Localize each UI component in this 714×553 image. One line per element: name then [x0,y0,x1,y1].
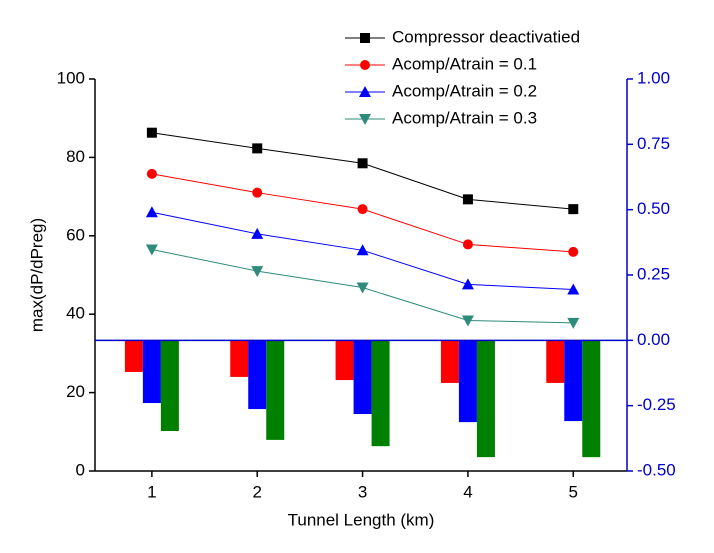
bar [371,340,390,447]
bar [124,340,143,372]
y2-tick-label: 0.75 [637,134,670,153]
bar [458,340,477,423]
marker [357,204,368,215]
marker [252,187,263,198]
bar [546,340,565,383]
y-tick-label: 80 [66,147,85,166]
marker [461,315,474,327]
x-tick-label: 4 [463,482,472,501]
y2-tick-label: 0.25 [637,264,670,283]
marker [461,278,474,290]
bar [160,340,179,432]
legend-label: Compressor deactivatied [392,27,580,46]
marker [568,246,579,257]
y2-tick-label: 0.50 [637,199,670,218]
bar [564,340,583,422]
marker [145,244,158,256]
marker [567,283,580,295]
y2-tick-label: 1.00 [637,68,670,87]
y-tick-label: 20 [66,382,85,401]
marker [567,317,580,329]
marker [568,204,579,215]
y-tick-label: 0 [76,460,85,479]
legend-marker [359,114,371,125]
legend-label: Acomp/Atrain = 0.2 [392,81,537,100]
bar [335,340,354,381]
marker [462,239,473,250]
y-tick-label: 40 [66,304,85,323]
marker [145,206,158,218]
marker [462,194,473,205]
bar [266,340,285,440]
bar [476,340,495,458]
legend-label: Acomp/Atrain = 0.1 [392,54,537,73]
marker [146,127,157,138]
y-tick-label: 60 [66,225,85,244]
marker [252,143,263,154]
legend-marker [360,60,370,70]
x-tick-label: 2 [252,482,261,501]
y2-tick-label: 0.00 [637,330,670,349]
bar [353,340,372,415]
x-tick-label: 3 [358,482,367,501]
y2-tick-label: -0.25 [637,395,676,414]
x-axis-label: Tunnel Length (km) [288,510,435,529]
marker [357,158,368,169]
marker [251,227,264,239]
legend-marker [360,33,370,43]
marker [356,244,369,256]
bar [440,340,459,383]
legend-marker [359,86,371,97]
bar [142,340,161,404]
marker [251,266,264,278]
bar [230,340,249,377]
series-line [151,132,574,210]
y-tick-label: 100 [57,68,85,87]
marker [356,282,369,294]
bar [248,340,267,410]
legend-label: Acomp/Atrain = 0.3 [392,108,537,127]
marker [146,168,157,179]
y-axis-label: max(dP/dPreg) [27,218,46,332]
bar [582,340,601,458]
x-tick-label: 5 [569,482,578,501]
y2-tick-label: -0.50 [637,460,676,479]
x-tick-label: 1 [147,482,156,501]
